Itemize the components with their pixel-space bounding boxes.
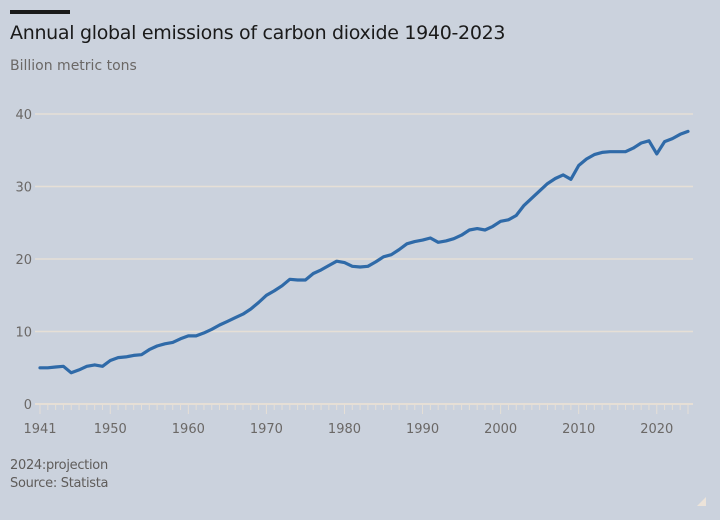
x-tick-label: 1990 xyxy=(406,422,439,437)
y-tick-label: 20 xyxy=(15,253,32,268)
chart-title: Annual global emissions of carbon dioxid… xyxy=(10,22,506,44)
y-tick-label: 30 xyxy=(15,181,32,196)
series-layer xyxy=(38,129,690,375)
x-axis: 1941 1950 1960 1970 1980 1990 2000 2010 2020 xyxy=(23,404,689,437)
source-note: Source: Statista xyxy=(10,476,109,491)
x-tick-label: 2020 xyxy=(640,422,673,437)
y-tick-label: 0 xyxy=(24,398,32,413)
x-tick-label: 1950 xyxy=(94,422,127,437)
grid-lines xyxy=(35,113,693,405)
x-tick-label: 1970 xyxy=(250,422,283,437)
projection-note: 2024:projection xyxy=(10,458,108,473)
y-axis: 0 10 20 30 40 xyxy=(15,108,32,413)
x-tick-label: 1941 xyxy=(23,422,56,437)
x-tick-label: 1960 xyxy=(172,422,205,437)
y-tick-label: 10 xyxy=(15,326,32,341)
chart-subtitle: Billion metric tons xyxy=(10,58,137,74)
title-accent-bar xyxy=(10,10,70,14)
series-line xyxy=(38,129,690,375)
y-tick-label: 40 xyxy=(15,108,32,123)
x-tick-label: 2000 xyxy=(484,422,517,437)
x-tick-label: 2010 xyxy=(562,422,595,437)
x-tick-label: 1980 xyxy=(328,422,361,437)
resize-corner-icon xyxy=(697,497,706,506)
